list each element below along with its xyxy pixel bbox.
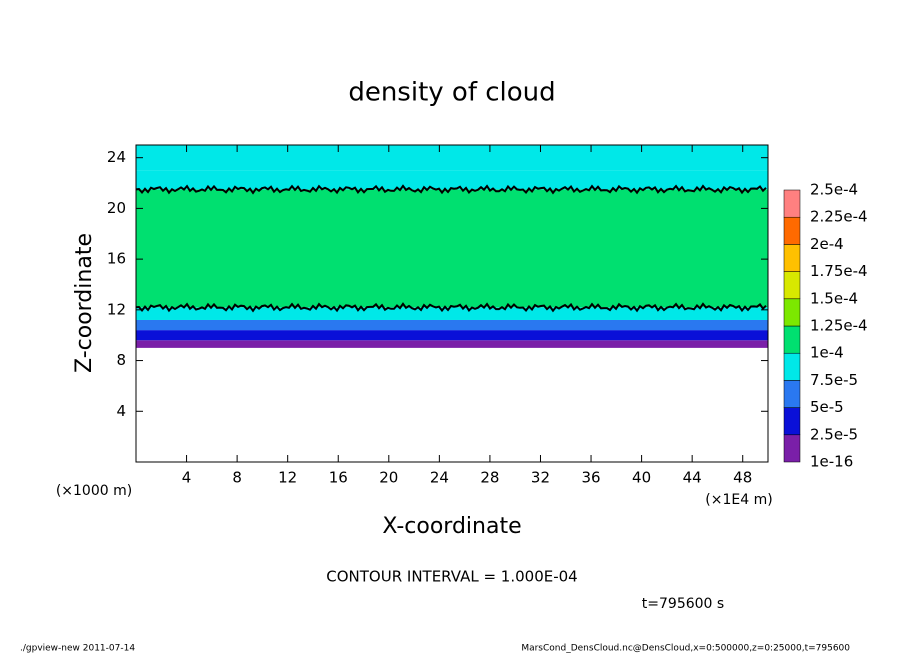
colorbar-label: 2.5e-4 bbox=[810, 181, 858, 199]
colorbar-label: 2.5e-5 bbox=[810, 425, 858, 443]
x-tick-label: 4 bbox=[182, 469, 192, 487]
x-unit: (×1E4 m) bbox=[705, 492, 772, 508]
y-tick-label: 24 bbox=[107, 148, 126, 166]
x-tick-label: 40 bbox=[632, 469, 651, 487]
colorbar-swatch bbox=[783, 352, 801, 381]
x-tick-label: 8 bbox=[232, 469, 242, 487]
colorbar-label: 1.75e-4 bbox=[810, 262, 868, 280]
colorbar-swatch bbox=[783, 298, 801, 327]
y-tick-label: 4 bbox=[116, 402, 126, 420]
x-tick-label: 24 bbox=[430, 469, 449, 487]
field-band bbox=[136, 330, 768, 341]
colorbar-label: 7.5e-5 bbox=[810, 371, 858, 389]
colorbar-label: 1.5e-4 bbox=[810, 289, 858, 307]
x-tick-label: 20 bbox=[379, 469, 398, 487]
colorbar-swatch bbox=[783, 407, 801, 436]
contour-line bbox=[135, 302, 767, 313]
x-tick-label: 48 bbox=[733, 469, 752, 487]
x-tick-label: 28 bbox=[480, 469, 499, 487]
x-axis-label: X-coordinate bbox=[382, 514, 521, 539]
colorbar-label: 2e-4 bbox=[810, 235, 844, 253]
colorbar-swatch bbox=[783, 271, 801, 300]
colorbar-label: 1e-16 bbox=[810, 453, 853, 471]
field-band bbox=[136, 189, 768, 308]
x-tick-label: 36 bbox=[581, 469, 600, 487]
x-tick-label: 32 bbox=[531, 469, 550, 487]
x-tick-label: 12 bbox=[278, 469, 297, 487]
footer-right: MarsCond_DensCloud.nc@DensCloud,x=0:5000… bbox=[521, 644, 850, 654]
colorbar-label: 1.25e-4 bbox=[810, 317, 868, 335]
x-tick-label: 44 bbox=[683, 469, 702, 487]
colorbar-swatch bbox=[783, 189, 801, 218]
footer-left: ./gpview-new 2011-07-14 bbox=[20, 644, 135, 654]
colorbar-swatch bbox=[783, 380, 801, 408]
contour-line bbox=[135, 184, 767, 195]
y-tick-label: 8 bbox=[116, 351, 126, 369]
field-band bbox=[136, 340, 768, 348]
field-band bbox=[136, 145, 768, 171]
colorbar-swatch bbox=[783, 244, 801, 272]
y-unit: (×1000 m) bbox=[56, 483, 132, 499]
field-band bbox=[136, 319, 768, 331]
y-tick-label: 20 bbox=[107, 199, 126, 217]
colorbar-label: 5e-5 bbox=[810, 398, 844, 416]
colorbar-swatch bbox=[783, 434, 801, 463]
chart-title: density of cloud bbox=[348, 78, 555, 108]
y-tick-label: 12 bbox=[107, 300, 126, 318]
time-label: t=795600 s bbox=[642, 596, 724, 612]
colorbar-swatch bbox=[783, 216, 801, 245]
plot-frame bbox=[135, 144, 769, 463]
colorbar-label: 2.25e-4 bbox=[810, 208, 868, 226]
contour-interval: CONTOUR INTERVAL = 1.000E-04 bbox=[326, 568, 577, 586]
y-tick-label: 16 bbox=[107, 250, 126, 268]
colorbar-label: 1e-4 bbox=[810, 344, 844, 362]
x-tick-label: 16 bbox=[329, 469, 348, 487]
colorbar-swatch bbox=[783, 325, 801, 354]
y-axis-label: Z-coordinate bbox=[72, 233, 97, 373]
field-band bbox=[136, 170, 768, 190]
